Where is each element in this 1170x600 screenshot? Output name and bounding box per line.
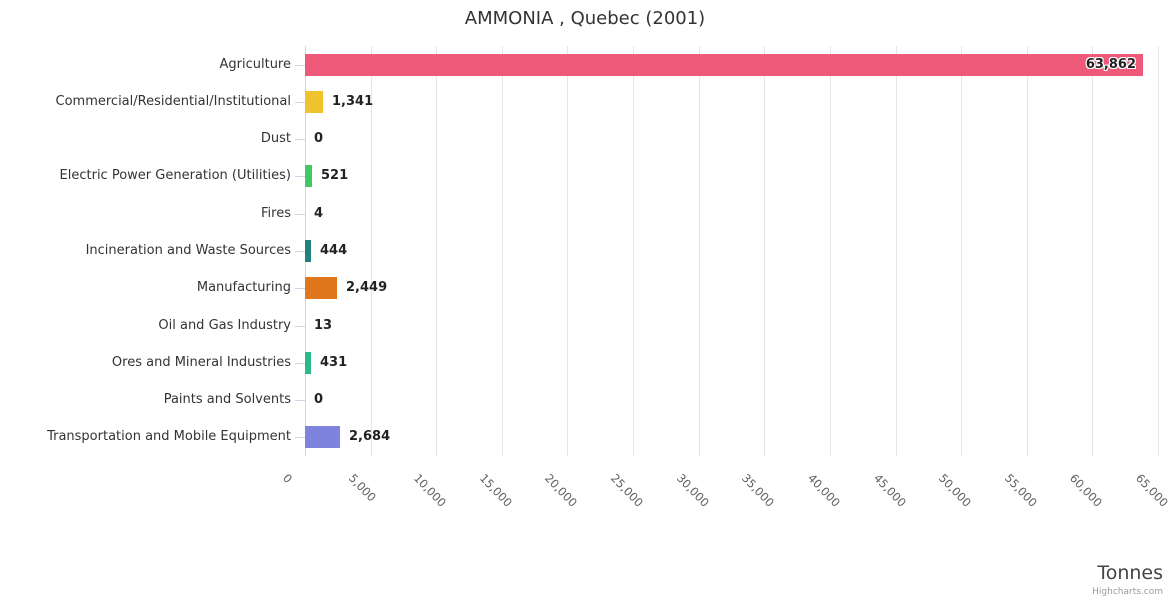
category-label: Dust [260, 131, 291, 146]
highcharts-credit-link[interactable]: Highcharts.com [1092, 587, 1163, 597]
bar[interactable] [305, 352, 311, 374]
x-axis-label: 10,000 [411, 471, 450, 510]
grid-line [830, 46, 831, 456]
grid-line [699, 46, 700, 456]
category-tick [295, 139, 305, 140]
bar-value-label: 444 [320, 243, 348, 258]
bar-value-label: 2,684 [349, 429, 391, 444]
category-tick [295, 176, 305, 177]
x-axis-label: 30,000 [673, 471, 712, 510]
category-label: Transportation and Mobile Equipment [47, 429, 291, 444]
category-label: Paints and Solvents [163, 392, 291, 407]
category-label: Manufacturing [196, 280, 291, 295]
grid-line [567, 46, 568, 456]
category-label: Ores and Mineral Industries [111, 355, 291, 370]
category-label: Fires [261, 206, 291, 221]
grid-line [1027, 46, 1028, 456]
bar-value-label: 4 [314, 206, 324, 221]
category-tick [295, 251, 305, 252]
x-axis-label: 65,000 [1132, 471, 1170, 510]
x-axis-label: 40,000 [804, 471, 843, 510]
grid-line [436, 46, 437, 456]
value-axis-title: Tonnes [1097, 562, 1163, 584]
x-axis-label: 45,000 [870, 471, 909, 510]
x-axis-label: 5,000 [345, 471, 379, 505]
category-tick [295, 102, 305, 103]
grid-line [371, 46, 372, 456]
bar[interactable] [305, 426, 341, 448]
category-tick [295, 214, 305, 215]
category-label: Incineration and Waste Sources [85, 243, 291, 258]
x-axis-label: 35,000 [739, 471, 778, 510]
category-label: Agriculture [219, 57, 292, 72]
grid-line [502, 46, 503, 456]
category-tick [295, 437, 305, 438]
grid-line [961, 46, 962, 456]
grid-line [896, 46, 897, 456]
x-axis-label: 0 [279, 471, 296, 486]
category-tick [295, 65, 305, 66]
grid-line [633, 46, 634, 456]
x-axis-label: 60,000 [1067, 471, 1106, 510]
bar-value-label: 0 [314, 392, 324, 407]
category-label: Oil and Gas Industry [158, 318, 291, 333]
x-axis-label: 25,000 [607, 471, 647, 510]
grid-line [1158, 46, 1159, 456]
bar-value-label: 63,862 [1085, 57, 1136, 72]
category-tick [295, 400, 305, 401]
category-tick [295, 363, 305, 364]
category-label: Commercial/Residential/Institutional [55, 94, 292, 109]
bar[interactable] [305, 240, 311, 262]
x-axis-label: 55,000 [1001, 471, 1040, 510]
bar-value-label: 431 [320, 355, 348, 370]
bar[interactable] [305, 54, 1144, 76]
bar-value-label: 2,449 [346, 280, 388, 295]
x-axis-label: 50,000 [936, 471, 975, 510]
bar-value-label: 1,341 [332, 94, 374, 109]
x-axis-label: 20,000 [542, 471, 581, 510]
bar-value-label: 0 [314, 131, 324, 146]
bar[interactable] [305, 277, 338, 299]
bar-value-label: 521 [321, 168, 349, 183]
bar[interactable] [305, 165, 312, 187]
grid-line [764, 46, 765, 456]
x-axis-label: 15,000 [476, 471, 515, 510]
category-label: Electric Power Generation (Utilities) [59, 168, 291, 183]
category-tick [295, 288, 305, 289]
chart-title: AMMONIA , Quebec (2001) [464, 8, 706, 29]
category-tick [295, 326, 305, 327]
bar-value-label: 13 [314, 318, 333, 333]
grid-line [1092, 46, 1093, 456]
bar[interactable] [305, 91, 323, 113]
